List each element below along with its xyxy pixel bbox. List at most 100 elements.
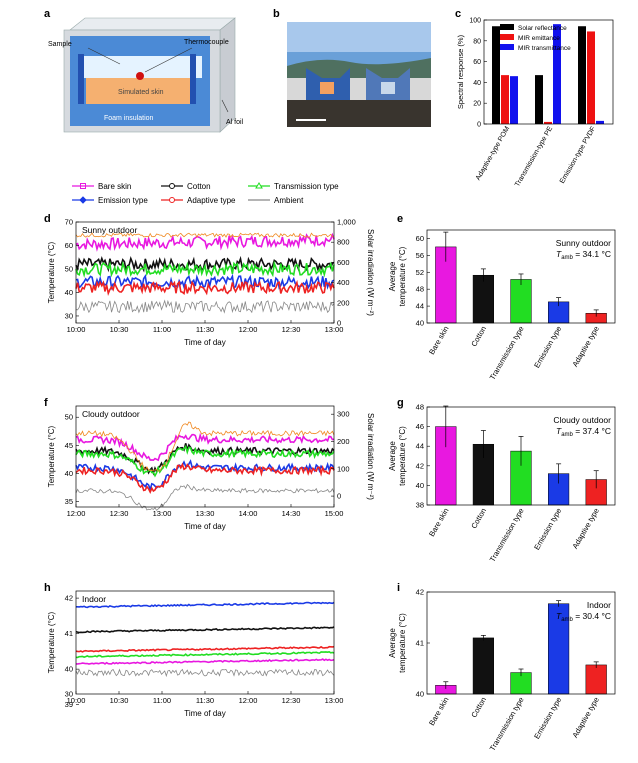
y-tick-label: 50 — [65, 264, 73, 273]
series-solar-irradiation — [75, 232, 335, 238]
x-category-label: Transmission type — [488, 325, 526, 382]
y-axis-label: temperature (°C) — [398, 246, 407, 306]
y-tick-label: 40 — [416, 690, 424, 699]
series-solar-irradiation — [75, 421, 335, 472]
bar-solar-reflectance — [535, 75, 543, 124]
wall-left — [78, 54, 84, 104]
y-tick-label: 38 — [416, 501, 424, 510]
y2-tick-label: 600 — [337, 258, 350, 267]
y-axis-label: Spectral response (%) — [456, 34, 465, 109]
bar-mir-emittance — [544, 121, 552, 124]
y-axis-label: Average — [388, 628, 397, 658]
bar-adaptive-type — [585, 664, 607, 695]
x-tick-label: 12:00 — [239, 696, 258, 705]
plot-frame — [75, 221, 335, 324]
y-tick-label: 44 — [416, 302, 424, 311]
y-tick-label: 40 — [473, 80, 481, 87]
bar-cotton — [472, 274, 494, 324]
y2-axis-label: Solar irradiation (W m⁻²) — [366, 229, 375, 316]
y-axis-label: Average — [388, 261, 397, 291]
x-tick-label: 11:00 — [153, 696, 171, 705]
legend-marker — [80, 183, 86, 189]
y-tick-label: 39 — [65, 700, 73, 709]
series-ambient — [75, 668, 335, 678]
x-category-label: Emission-type PVDF — [559, 126, 597, 185]
y-tick-label: 42 — [416, 588, 424, 597]
y2-tick-label: 0 — [337, 492, 341, 501]
y-tick-label: 41 — [416, 639, 424, 648]
x-tick-label: 12:00 — [67, 509, 86, 518]
y-tick-label: 40 — [65, 469, 73, 478]
y-axis-label: Temperature (°C) — [47, 241, 56, 303]
y-axis-label: temperature (°C) — [398, 426, 407, 486]
panel-label-g: g — [397, 397, 404, 409]
chart-i: Bare skin Cotton Transmission type Emission… — [388, 588, 616, 752]
series-bare-skin — [75, 432, 335, 462]
thermocouple-pointer — [144, 47, 193, 73]
y-tick-label: 42 — [416, 461, 424, 470]
legend-label: Bare skin — [98, 182, 131, 191]
bar-mir-emittance — [501, 75, 509, 124]
label-thermocouple: Thermocouple — [184, 39, 229, 46]
y-tick-label: 60 — [416, 234, 424, 243]
y-axis-label: Temperature (°C) — [47, 425, 56, 487]
x-tick-label: 14:30 — [282, 509, 301, 518]
bar-solar-reflectance — [578, 26, 586, 125]
panel-label-f: f — [44, 397, 48, 409]
x-axis-label: Time of day — [184, 338, 226, 347]
legend-marker — [79, 196, 87, 204]
y-tick-label: 100 — [469, 18, 481, 25]
photo-sample-right — [381, 82, 395, 94]
series-transmission-type — [75, 650, 335, 659]
y-axis-label: Average — [388, 441, 397, 471]
series-transmission-type — [75, 444, 335, 478]
x-tick-label: 13:00 — [153, 509, 172, 518]
bar-solar-reflectance — [492, 26, 500, 125]
y-tick-label: 48 — [416, 285, 424, 294]
x-category-label: Adaptive-type POM — [475, 125, 511, 181]
x-tick-label: 11:30 — [196, 325, 214, 334]
x-category-label: Transmission-type PE — [514, 125, 554, 188]
x-tick-label: 12:00 — [239, 325, 258, 334]
x-tick-label: 15:00 — [325, 509, 344, 518]
x-category-label: Transmission type — [488, 507, 526, 564]
series-adaptive-type — [75, 279, 335, 296]
y2-axis-label: Solar irradiation (W m⁻²) — [366, 413, 375, 500]
y2-tick-label: 1,000 — [337, 218, 356, 227]
y-tick-label: 50 — [65, 413, 73, 422]
label-sample: Sample — [48, 41, 72, 48]
legend-swatch — [500, 24, 514, 30]
chart-c: Adaptive-type POM Transmission-type PE Emi… — [456, 18, 614, 188]
bar-mir-emittance — [587, 31, 595, 124]
series-cotton — [75, 626, 335, 634]
x-tick-label: 10:00 — [67, 325, 86, 334]
chart-annotation: Sunny outdoor — [82, 225, 137, 235]
y-axis-label: temperature (°C) — [398, 613, 407, 673]
series-bare-skin — [75, 232, 335, 252]
y-tick-label: 60 — [473, 59, 481, 66]
x-category-label: Emission type — [532, 507, 563, 552]
x-tick-label: 12:30 — [282, 325, 301, 334]
chart-annotation: Cloudy outdoor — [82, 409, 140, 419]
legend-label: Solar reflectance — [518, 25, 567, 32]
panel-a-schematic: Sample Thermocouple Simulated skin Foam … — [48, 17, 244, 133]
chart-d: 30 40 50 60 70 0 200 400 600 800 1,000 Solar irradi… — [47, 218, 375, 348]
panel-b-photo — [287, 22, 431, 127]
x-tick-label: 13:00 — [325, 696, 344, 705]
y-tick-label: 41 — [65, 629, 73, 638]
series-adaptive-type — [75, 462, 335, 495]
legend-swatch — [500, 34, 514, 40]
series-ambient — [75, 483, 335, 511]
chart-annotation: Indoor — [587, 600, 611, 610]
series-emission-type — [75, 273, 335, 291]
bar-mir-transmittance — [553, 24, 561, 124]
x-category-label: Emission type — [532, 696, 563, 741]
tamb-label: Tamb = 30.4 °C — [556, 611, 611, 623]
y2-tick-label: 100 — [337, 464, 350, 473]
sample-cavity — [78, 56, 202, 78]
legend-marker — [169, 183, 175, 189]
y-axis-label: Temperature (°C) — [47, 611, 56, 673]
y-tick-label: 44 — [416, 442, 424, 451]
legend-label: MIR emittance — [518, 35, 560, 42]
y-tick-label: 45 — [65, 441, 73, 450]
